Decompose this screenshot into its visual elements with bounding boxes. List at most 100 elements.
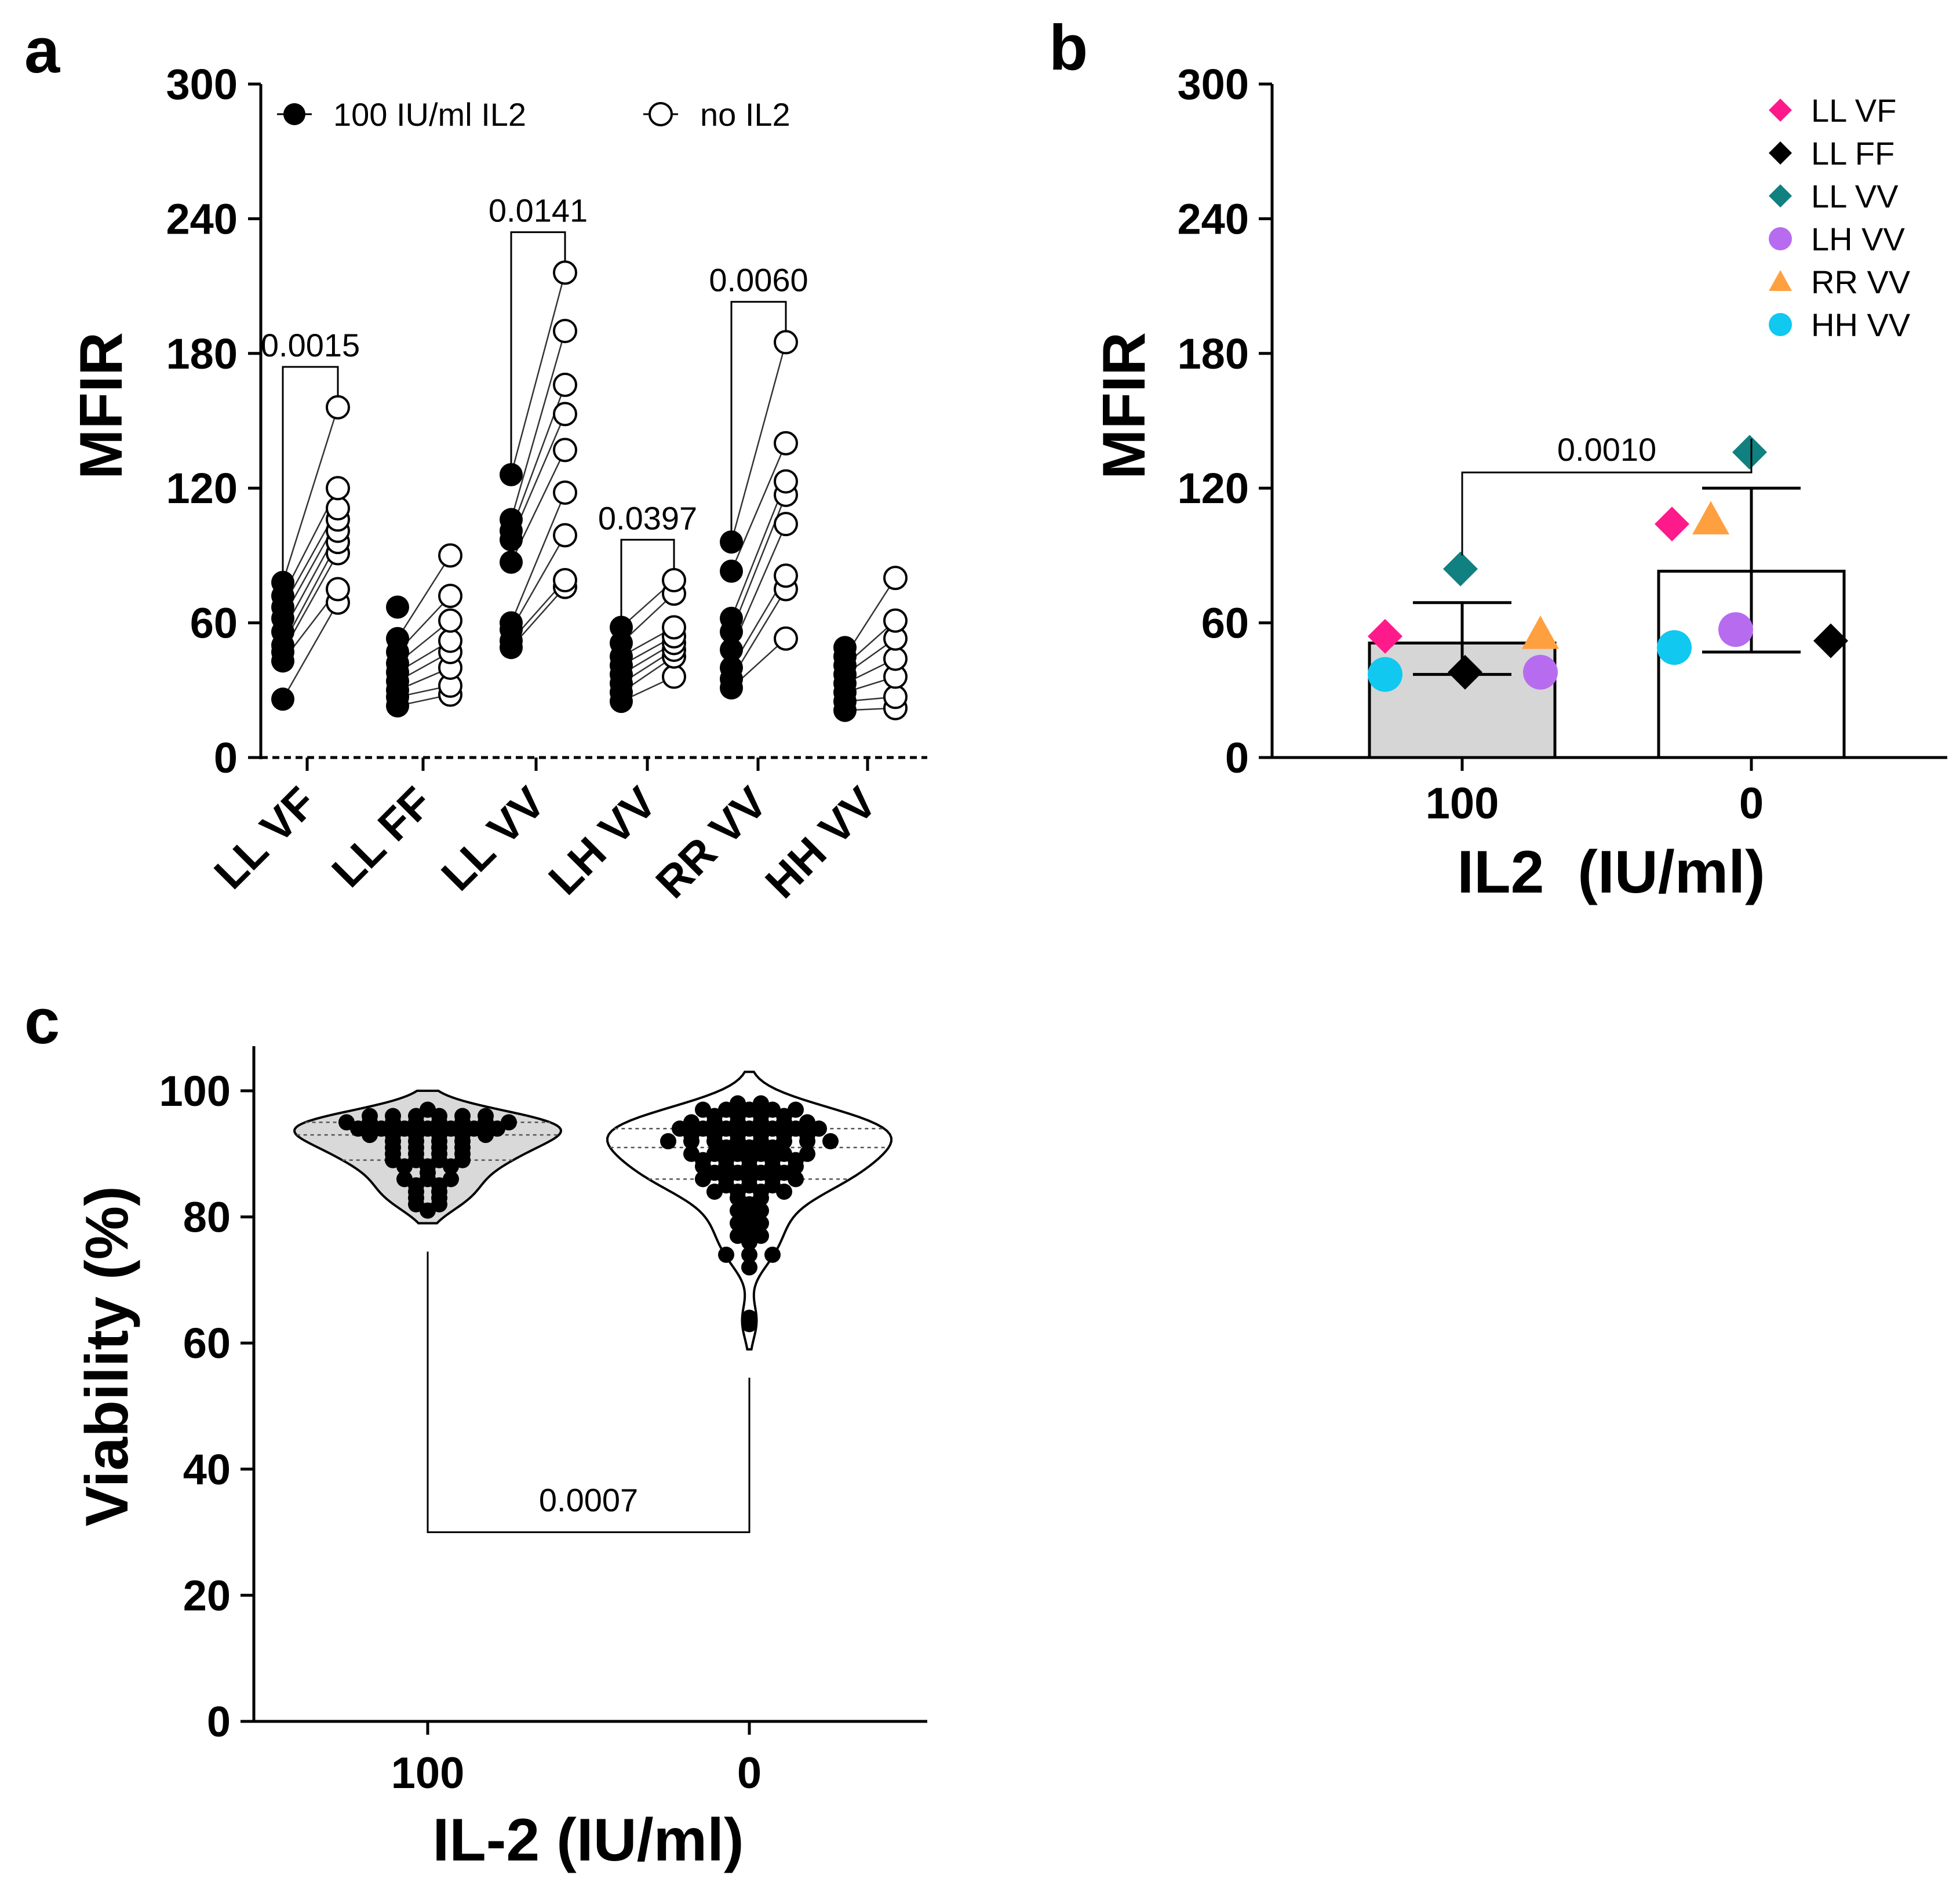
- panel-a-pair-line: [282, 602, 339, 700]
- panel-b-point-ll-ff: [1813, 623, 1848, 658]
- panel-c-point: [683, 1114, 700, 1131]
- panel-c-significance-bracket: [427, 1251, 751, 1534]
- panel-a-point-no-il2: [662, 615, 686, 640]
- panel-a-point-no-il2: [553, 260, 577, 285]
- panel-c-point: [396, 1171, 413, 1188]
- panel-a-x-tick-label: LL FF: [323, 778, 442, 897]
- panel-b-point-lh-vv: [1523, 654, 1558, 690]
- panel-a-point-il2: [720, 530, 743, 554]
- panel-b-point-lh-vv: [1718, 612, 1753, 647]
- panel-a-point-no-il2: [326, 476, 350, 501]
- panel-a-point-il2: [271, 687, 294, 711]
- panel-a-point-no-il2: [553, 319, 577, 344]
- panel-a-point-no-il2: [553, 480, 577, 505]
- panel-c-point: [718, 1246, 734, 1263]
- panel-a-point-no-il2: [883, 646, 908, 671]
- panel-a-y-tick-label: 240: [166, 195, 238, 243]
- panel-a-significance-bracket: [730, 301, 787, 531]
- panel-c-point: [764, 1246, 781, 1263]
- panel-a-point-il2: [500, 551, 523, 574]
- panel-a-point-il2: [500, 611, 523, 635]
- panel-a-y-tick-label: 120: [166, 464, 238, 512]
- panel-a-pair-line: [510, 492, 566, 624]
- panel-c-point: [362, 1108, 378, 1124]
- legend-label-ll-ff: LL FF: [1811, 135, 1895, 172]
- panel-c-point: [443, 1171, 459, 1188]
- panel-a-point-il2: [610, 616, 633, 639]
- panel-label-b: b: [1049, 12, 1088, 83]
- panel-a-y-tick-label: 60: [190, 599, 238, 647]
- panel-c-point: [799, 1145, 815, 1162]
- panel-a-point-no-il2: [774, 512, 798, 537]
- panel-a-point-il2: [833, 636, 857, 660]
- panel-a-point-no-il2: [326, 395, 350, 420]
- panel-a-point-no-il2: [774, 431, 798, 456]
- panel-a-point-il2: [386, 627, 409, 650]
- panel-b-y-axis-label: MFIR: [1091, 332, 1158, 479]
- legend-marker-open-circle: [649, 102, 673, 126]
- panel-a-point-no-il2: [553, 523, 577, 548]
- panel-a-point-no-il2: [553, 568, 577, 593]
- panel-b-y-tick-label: 300: [1178, 60, 1249, 108]
- panel-a-legend: 100 IU/ml IL2 no IL2: [277, 96, 790, 133]
- legend-marker-rr-vv: [1769, 270, 1792, 291]
- panel-c-point: [753, 1095, 769, 1112]
- panel-b-point-ll-vf: [1368, 618, 1402, 654]
- panel-a-point-no-il2: [553, 402, 577, 427]
- legend-label-ll-vv: LL VV: [1811, 178, 1899, 214]
- panel-c-x-axis-label: IL-2 (IU/ml): [432, 1807, 744, 1874]
- panel-a-point-no-il2: [774, 469, 798, 494]
- panel-c-point: [695, 1101, 711, 1118]
- legend-marker-filled-circle: [283, 103, 305, 125]
- panel-a-y-tick-label: 180: [166, 330, 238, 378]
- panel-a-point-no-il2: [438, 608, 462, 633]
- panel-a-point-il2: [720, 656, 743, 680]
- panel-b-y-tick-label: 180: [1178, 330, 1249, 378]
- panel-a-point-no-il2: [553, 373, 577, 398]
- panel-a-significance-bracket: [282, 366, 339, 571]
- panel-a-point-no-il2: [326, 577, 350, 602]
- panel-c-x-tick-label: 100: [391, 1749, 465, 1798]
- panel-b-point-rr-vv: [1692, 501, 1729, 535]
- panel-c-y-tick-label: 80: [183, 1193, 231, 1241]
- panel-b-y-tick-label: 60: [1201, 599, 1249, 647]
- panel-c-point: [730, 1095, 746, 1112]
- legend-label-no-il2: no IL2: [700, 96, 790, 133]
- panel-a-point-il2: [500, 463, 523, 486]
- panel-c-point: [660, 1133, 676, 1150]
- panel-b-x-tick-label: 100: [1426, 779, 1499, 828]
- panel-b-point-hh-vv: [1368, 657, 1402, 692]
- panel-a-y-tick-label: 0: [214, 734, 238, 782]
- panel-b-point-hh-vv: [1657, 630, 1692, 665]
- panel-a-p-value: 0.0397: [598, 500, 697, 536]
- panel-b-point-ll-vf: [1655, 507, 1689, 542]
- panel-b-point-ll-vv: [1443, 551, 1478, 587]
- panel-c-y-tick-label: 0: [207, 1698, 231, 1746]
- panel-a-point-no-il2: [774, 330, 798, 355]
- panel-c-point: [822, 1133, 839, 1150]
- panel-c-y-tick-label: 40: [183, 1445, 231, 1494]
- panel-a-pair-line: [510, 534, 566, 630]
- panel-a-x-tick-label: LL VF: [205, 778, 326, 898]
- panel-label-c: c: [24, 986, 60, 1057]
- panel-c-point: [799, 1114, 815, 1131]
- panel-a-x-tick-label: RR VV: [647, 778, 777, 908]
- legend-marker-ll-vv: [1769, 184, 1792, 207]
- panel-a-y-tick-label: 300: [166, 60, 238, 108]
- panel-a-point-no-il2: [774, 626, 798, 651]
- panel-a-point-il2: [386, 595, 409, 619]
- legend-label-rr-vv: RR VV: [1811, 264, 1911, 300]
- panel-b-significance-bracket: [1461, 438, 1753, 556]
- panel-a-pair-line: [730, 481, 787, 619]
- panel-c-point: [385, 1108, 401, 1124]
- panel-a-point-il2: [720, 638, 743, 662]
- panel-a-pair-line: [730, 342, 787, 542]
- panel-a-point-no-il2: [883, 684, 908, 709]
- panel-a-point-no-il2: [662, 568, 686, 593]
- panel-a-point-no-il2: [326, 496, 350, 521]
- panel-c-point: [478, 1108, 494, 1124]
- legend-label-hh-vv: HH VV: [1811, 307, 1911, 343]
- panel-a-point-il2: [500, 508, 523, 531]
- panel-b-y-tick-label: 0: [1225, 734, 1249, 782]
